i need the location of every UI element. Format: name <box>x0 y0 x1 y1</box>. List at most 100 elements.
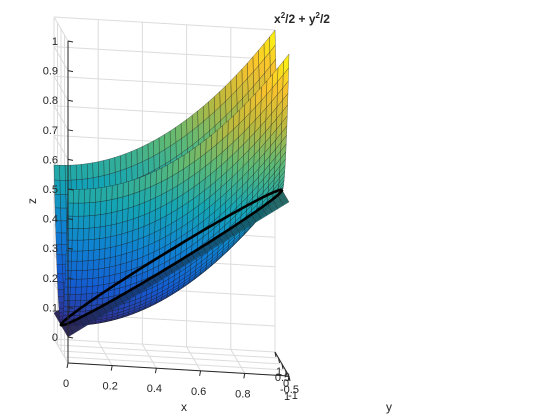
z-tick-label: 1 <box>52 36 58 48</box>
paraboloid-patch <box>131 163 138 182</box>
paraboloid-patch <box>103 158 110 176</box>
z-tick-label: 0.5 <box>43 184 58 196</box>
y-tick-label: -0.5 <box>280 384 299 396</box>
z-tick-mark <box>67 40 74 43</box>
paraboloid-patch <box>120 153 127 171</box>
paraboloid-patch <box>127 218 134 233</box>
y-gridline <box>53 338 276 353</box>
paraboloid-patch <box>75 164 83 181</box>
y-tick-label: 0 <box>283 378 289 390</box>
z-tick-mark <box>67 188 74 191</box>
paraboloid-patch <box>110 235 117 248</box>
paraboloid-patch <box>110 223 117 237</box>
x-axis-label: x <box>181 400 187 414</box>
intersection-curve <box>59 188 284 327</box>
chart-title: x2/2 + y2/2 <box>274 11 330 26</box>
surface-plot <box>53 29 290 338</box>
paraboloid-patch <box>75 293 82 301</box>
paraboloid-patch <box>155 167 163 185</box>
paraboloid-patch <box>92 259 100 270</box>
paraboloid-patch <box>126 230 134 244</box>
x-tick-mark <box>154 368 157 374</box>
paraboloid-patch <box>92 277 99 287</box>
paraboloid-patch <box>100 186 107 202</box>
x-tick-mark <box>66 362 69 369</box>
paraboloid-patch <box>60 207 67 222</box>
paraboloid-patch <box>57 281 64 291</box>
paraboloid-patch <box>81 260 89 271</box>
paraboloid-patch <box>106 185 113 201</box>
paraboloid-patch <box>108 274 116 284</box>
paraboloid-patch <box>87 269 94 279</box>
x-axis-line <box>67 362 290 377</box>
paraboloid-patch <box>93 238 100 251</box>
paraboloid-patch <box>63 293 71 301</box>
paraboloid-patch <box>111 184 118 200</box>
paraboloid-patch <box>69 300 76 307</box>
tick-labels: 0 0.2 0.4 0.6 0.8 1-1-0.500.5100.10.20.30.40.… <box>43 36 299 403</box>
paraboloid-patch <box>61 232 68 245</box>
paraboloid-patch <box>81 163 88 180</box>
paraboloid-patch <box>68 306 76 312</box>
paraboloid-patch <box>122 194 129 211</box>
paraboloid-patch <box>92 268 99 279</box>
x-tick-label: 0.2 <box>103 381 118 393</box>
paraboloid-patch <box>98 160 105 177</box>
paraboloid-patch <box>89 201 96 216</box>
paraboloid-patch <box>60 194 67 209</box>
paraboloid-patch <box>72 189 80 204</box>
paraboloid-patch <box>131 148 138 167</box>
paraboloid-patch <box>93 249 100 261</box>
paraboloid-patch <box>105 199 113 214</box>
paraboloid-patch <box>76 260 83 271</box>
paraboloid-patch <box>63 300 70 307</box>
y-gridline <box>60 350 283 365</box>
paraboloid-patch <box>94 214 101 228</box>
paraboloid-patch <box>72 202 79 217</box>
paraboloid-patch <box>150 170 157 188</box>
paraboloid-patch <box>120 242 128 256</box>
paraboloid-patch <box>104 247 111 259</box>
paraboloid-patch <box>111 198 118 213</box>
paraboloid-patch <box>57 289 64 297</box>
x-tick-mark <box>243 373 246 379</box>
paraboloid-patch <box>71 228 79 241</box>
paraboloid-patch <box>147 140 154 160</box>
z-tick-label: 0.4 <box>43 214 58 226</box>
paraboloid-patch <box>53 164 61 181</box>
y-tick-label: -1 <box>288 390 298 402</box>
paraboloid-patch <box>122 208 129 223</box>
paraboloid-patch <box>117 182 124 199</box>
y-tick-mark <box>285 369 287 376</box>
z-tick-label: 0.6 <box>43 154 58 166</box>
paraboloid-patch <box>89 188 96 203</box>
paraboloid-patch <box>54 194 61 209</box>
paraboloid-patch <box>115 233 123 247</box>
paraboloid-patch <box>71 250 78 262</box>
paraboloid-patch <box>77 215 85 229</box>
z-tick-mark <box>67 129 74 132</box>
paraboloid-patch <box>109 245 117 258</box>
paraboloid-patch <box>116 222 123 236</box>
paraboloid-patch <box>127 206 134 221</box>
paraboloid-patch <box>65 250 72 262</box>
paraboloid-patch <box>103 275 110 285</box>
paraboloid-patch <box>144 172 152 190</box>
paraboloid-patch <box>56 254 63 265</box>
paraboloid-patch <box>116 209 123 224</box>
y-tick-mark <box>278 357 280 364</box>
paraboloid-patch <box>97 276 105 286</box>
paraboloid-patch <box>78 188 85 204</box>
paraboloid-patch <box>137 161 144 179</box>
paraboloid-patch <box>103 266 110 277</box>
paraboloid-patch <box>69 286 77 295</box>
x-tick-label: 0.8 <box>235 388 250 400</box>
paraboloid-patch <box>59 165 66 181</box>
paraboloid-patch <box>86 162 94 179</box>
paraboloid-patch <box>88 239 95 251</box>
paraboloid-patch <box>120 253 127 265</box>
paraboloid-patch <box>142 158 149 177</box>
paraboloid-patch <box>99 213 107 228</box>
paraboloid-patch <box>115 254 122 266</box>
